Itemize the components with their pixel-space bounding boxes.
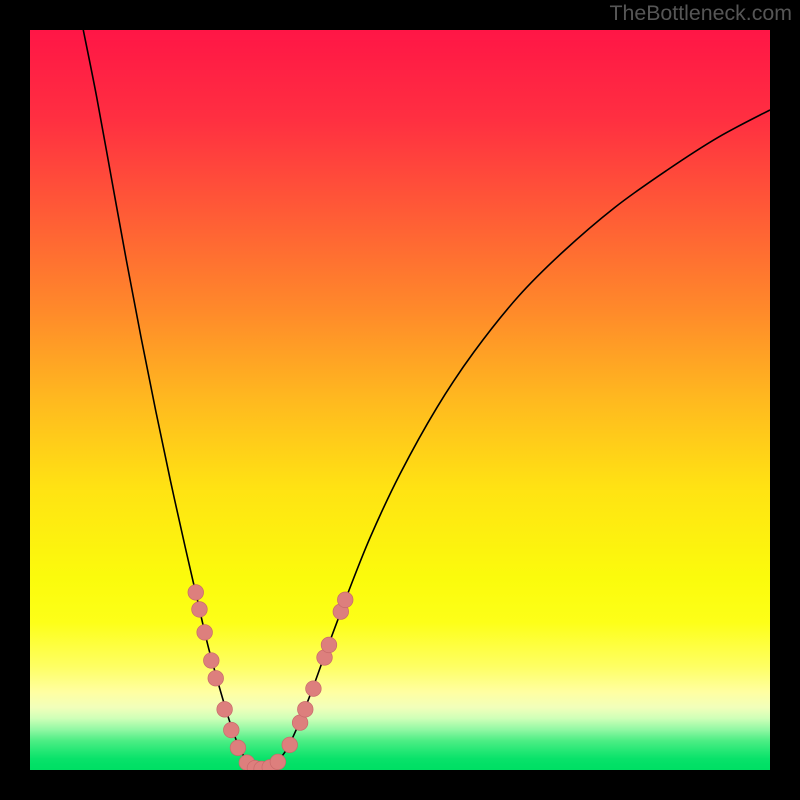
data-marker bbox=[217, 702, 233, 718]
watermark-text: TheBottleneck.com bbox=[609, 1, 792, 26]
data-marker bbox=[337, 592, 353, 608]
data-marker bbox=[306, 681, 322, 697]
data-marker bbox=[230, 740, 246, 756]
data-marker bbox=[188, 585, 204, 601]
chart-frame: TheBottleneck.com bbox=[0, 0, 800, 800]
data-marker bbox=[297, 702, 313, 718]
data-marker bbox=[197, 625, 213, 641]
bottleneck-chart-svg bbox=[0, 0, 800, 800]
data-marker bbox=[204, 653, 220, 669]
data-marker bbox=[270, 754, 286, 770]
data-marker bbox=[192, 602, 208, 618]
data-marker bbox=[223, 722, 239, 738]
plot-background bbox=[30, 30, 770, 770]
data-marker bbox=[321, 637, 337, 653]
data-marker bbox=[282, 737, 298, 753]
data-marker bbox=[208, 670, 224, 686]
